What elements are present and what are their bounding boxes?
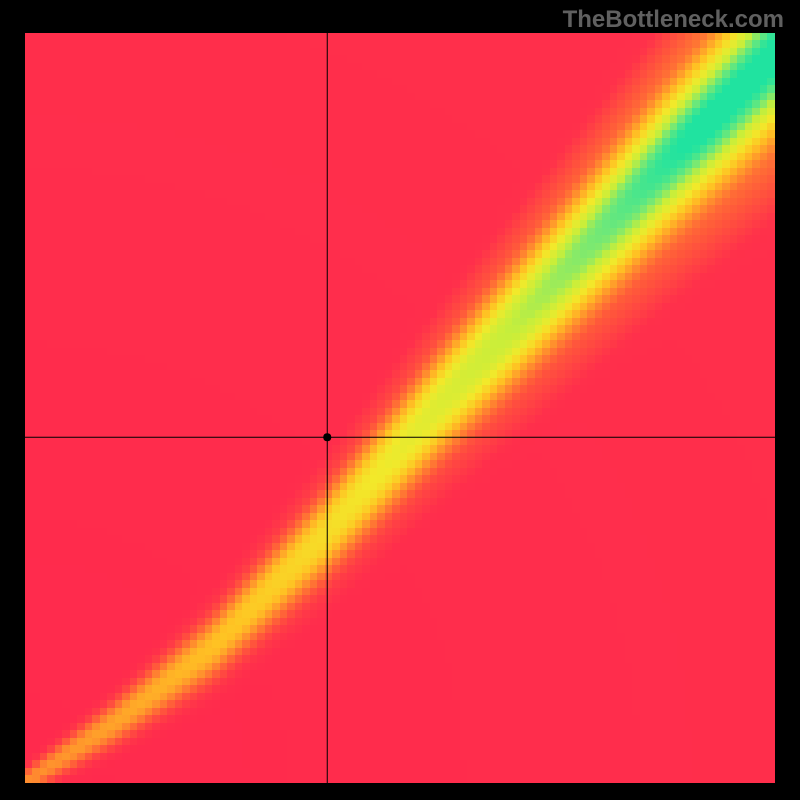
chart-container: TheBottleneck.com xyxy=(0,0,800,800)
heatmap-canvas xyxy=(25,33,775,783)
watermark-label: TheBottleneck.com xyxy=(563,6,784,34)
plot-area xyxy=(25,33,775,783)
